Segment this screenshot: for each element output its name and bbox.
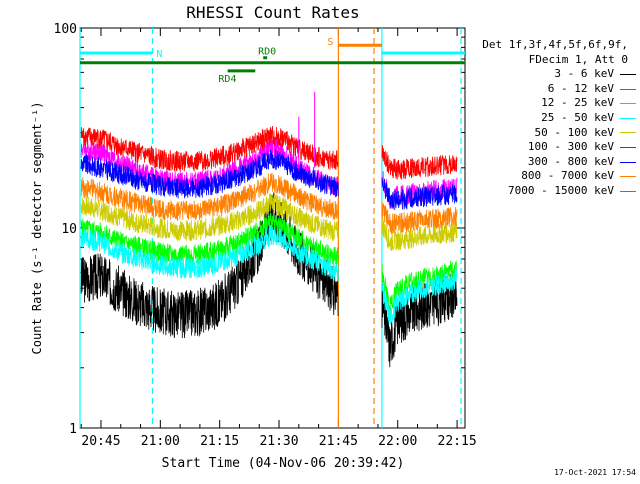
legend-entry-label: 7000 - 15000 keV — [508, 183, 614, 197]
chart-title: RHESSI Count Rates — [186, 3, 359, 22]
legend-entry: 25 - 50 keV — [470, 111, 636, 126]
series-line-300-800-keV — [80, 149, 458, 211]
legend-entry: 3 - 6 keV — [470, 67, 636, 82]
annotation-label: RD0 — [258, 47, 276, 58]
y-axis-label: Count Rate (s⁻¹ detector segment⁻¹) — [30, 102, 44, 355]
legend-header-detectors: Det 1f,3f,4f,5f,6f,9f, — [482, 38, 628, 51]
legend-entry-label: 50 - 100 keV — [534, 125, 614, 139]
annotation-label: S — [327, 37, 333, 48]
legend-entry: 800 - 7000 keV — [470, 169, 636, 184]
legend-swatch — [620, 146, 636, 148]
legend: Det 1f,3f,4f,5f,6f,9f, FDecim 1, Att 0 3… — [470, 38, 636, 199]
series-line-12-25-keV — [80, 211, 458, 315]
annotation-label: N — [156, 49, 162, 60]
legend-entry-label: 25 - 50 keV — [541, 110, 614, 124]
legend-entry-label: 300 - 800 keV — [527, 154, 614, 168]
legend-swatch — [620, 103, 636, 105]
annotation-label: RD4 — [218, 74, 236, 85]
x-tick-label: 21:30 — [259, 434, 298, 449]
y-tick-label: 100 — [54, 22, 77, 37]
legend-entry: 12 - 25 keV — [470, 96, 636, 111]
legend-swatch — [620, 73, 636, 75]
legend-swatch — [620, 190, 636, 192]
y-tick-label: 10 — [61, 222, 77, 237]
legend-entry: 6 - 12 keV — [470, 82, 636, 97]
legend-entry: 50 - 100 keV — [470, 126, 636, 141]
legend-header-decim: FDecim 1, Att 0 — [528, 52, 628, 66]
series-line-100-300-keV — [80, 125, 458, 180]
x-tick-label: 21:15 — [200, 434, 239, 449]
legend-entry-label: 800 - 7000 keV — [521, 169, 614, 183]
legend-swatch — [620, 132, 636, 134]
legend-entry: 300 - 800 keV — [470, 155, 636, 170]
legend-entry-label: 12 - 25 keV — [541, 96, 614, 110]
x-tick-label: 22:00 — [378, 434, 417, 449]
y-tick-label: 1 — [69, 422, 77, 437]
legend-entry: 7000 - 15000 keV — [470, 184, 636, 199]
series-line-50-100-keV — [80, 193, 458, 251]
x-tick-label: 21:00 — [141, 434, 180, 449]
legend-swatch — [620, 176, 636, 178]
x-tick-label: 21:45 — [319, 434, 358, 449]
series-line-800-7000-keV — [80, 172, 458, 235]
legend-entry-label: 3 - 6 keV — [554, 67, 614, 81]
legend-swatch — [620, 88, 636, 90]
legend-entry-label: 100 - 300 keV — [527, 140, 614, 154]
legend-entry: 100 - 300 keV — [470, 140, 636, 155]
legend-swatch — [620, 117, 636, 119]
x-tick-label: 22:15 — [438, 434, 477, 449]
x-axis-label: Start Time (04-Nov-06 20:39:42) — [162, 456, 405, 471]
x-tick-label: 20:45 — [81, 434, 120, 449]
legend-swatch — [620, 161, 636, 163]
footer-timestamp: 17-Oct-2021 17:54 — [554, 468, 636, 477]
series-line-25-50-keV — [80, 224, 458, 325]
legend-entry-label: 6 - 12 keV — [547, 81, 614, 95]
